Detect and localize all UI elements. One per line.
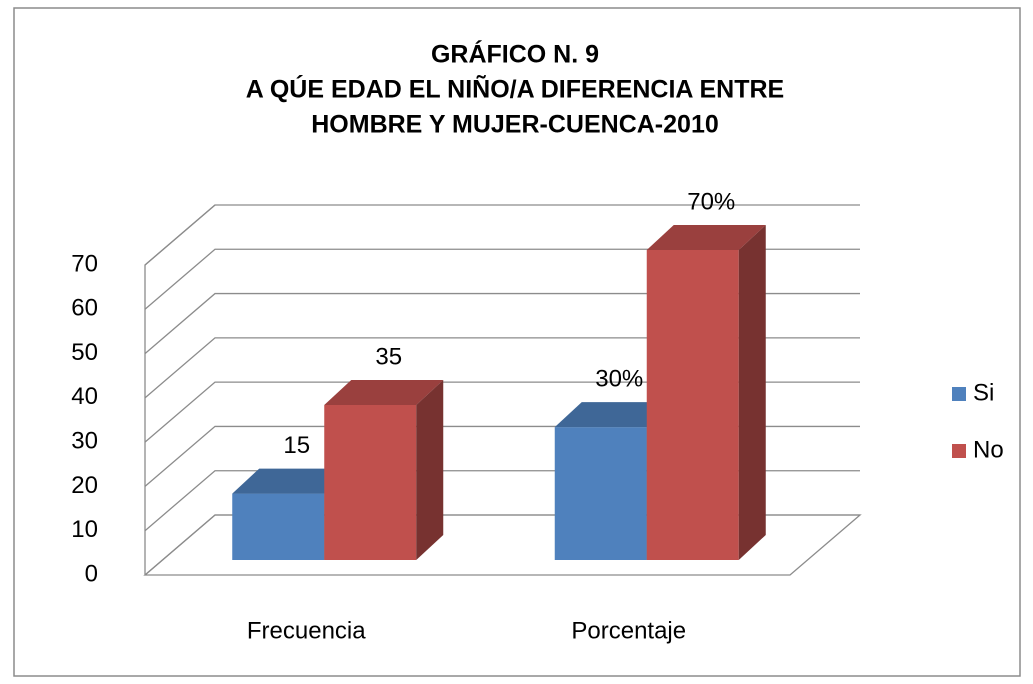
bar-front (554, 427, 647, 560)
y-tick-label: 60 (71, 295, 98, 322)
x-tick-label: Porcentaje (571, 617, 686, 644)
bar-side (738, 225, 766, 560)
grid-line (144, 337, 860, 399)
data-label: 35 (375, 343, 402, 370)
bar-top (554, 402, 674, 428)
chart-title: A QÚE EDAD EL NIÑO/A DIFERENCIA ENTRE (246, 74, 784, 104)
grid-line (144, 381, 860, 443)
grid-line (144, 204, 860, 266)
y-tick-label: 70 (71, 250, 98, 277)
x-tick-label: Frecuencia (247, 617, 366, 644)
bar-front (324, 405, 417, 560)
grid-line (144, 248, 860, 310)
chart-title: HOMBRE Y MUJER-CUENCA-2010 (311, 111, 719, 139)
bar-side (416, 380, 444, 560)
y-tick-label: 10 (71, 516, 98, 543)
data-label: 70% (687, 188, 735, 215)
bar-top (232, 468, 352, 494)
data-label: 30% (595, 365, 643, 392)
y-tick-label: 30 (71, 427, 98, 454)
legend-label: No (973, 436, 1004, 463)
y-tick-label: 50 (71, 339, 98, 366)
legend-swatch (952, 444, 966, 458)
bar-front (646, 250, 739, 560)
bar-front (232, 493, 325, 560)
data-label: 15 (283, 432, 310, 459)
grid-line (144, 292, 860, 355)
y-tick-label: 20 (71, 472, 98, 499)
y-tick-label: 40 (71, 383, 98, 410)
y-tick-label: 0 (85, 560, 98, 587)
legend-label: Si (973, 379, 994, 406)
legend-swatch (952, 387, 966, 401)
chart-title: GRÁFICO N. 9 (431, 40, 599, 69)
bar-top (646, 225, 766, 250)
bar-top (324, 380, 444, 405)
chart-border (13, 7, 1021, 677)
